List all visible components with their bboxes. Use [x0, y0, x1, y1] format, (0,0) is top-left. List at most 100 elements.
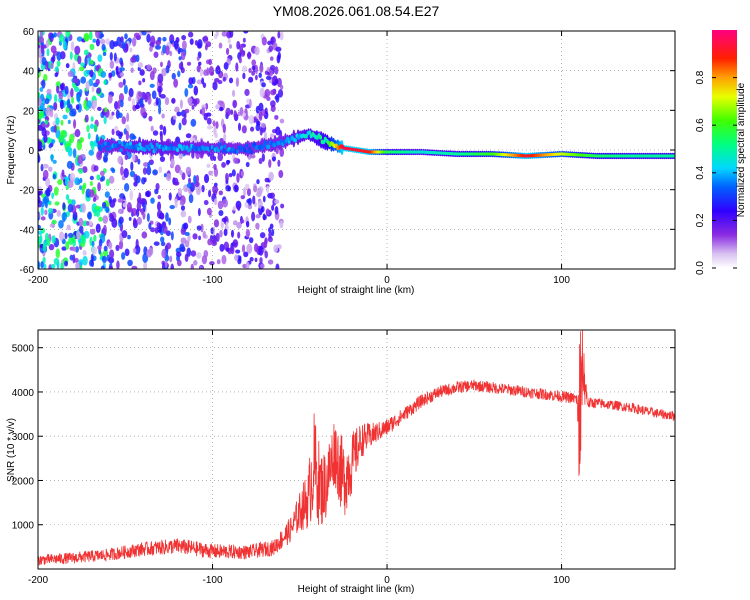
spectrogram-noise-mark [201, 255, 208, 265]
spectrogram-noise-mark [172, 115, 177, 120]
spectrogram-noise-mark [243, 187, 246, 197]
spectrogram-noise-mark [276, 54, 281, 64]
colorbar-tick-label: 0.0 [695, 261, 706, 275]
spectrogram-noise-mark [99, 170, 105, 177]
spectrogram-noise-mark [41, 201, 45, 208]
spectrogram-noise-mark [38, 36, 45, 44]
spectrogram-noise-mark [72, 211, 78, 221]
spectrogram-noise-mark [159, 124, 164, 131]
spectrogram-noise-mark [81, 234, 85, 244]
spectrogram-noise-mark [70, 87, 74, 98]
spectrogram-noise-mark [235, 249, 241, 254]
spectrogram-noise-mark [69, 110, 76, 117]
spectrogram-noise-mark [239, 106, 244, 116]
spectrogram-noise-mark [126, 202, 132, 212]
spectrogram-noise-mark [262, 195, 266, 203]
spectrogram-noise-mark [72, 246, 77, 252]
spectrogram-noise-mark [169, 205, 176, 210]
spectrogram-noise-mark [118, 132, 123, 140]
spectrogram-noise-mark [187, 215, 192, 224]
spectrogram-noise-mark [100, 175, 106, 182]
spectrogram-noise-mark [269, 192, 275, 199]
spectrogram-noise-mark [259, 257, 263, 264]
spectrogram-noise-mark [44, 209, 48, 216]
spectrogram-noise-mark [119, 99, 124, 108]
spectrogram-noise-mark [225, 221, 229, 230]
spectrogram-noise-mark [53, 124, 57, 133]
spectrogram-noise-mark [50, 62, 54, 70]
spectrogram-noise-mark [161, 248, 167, 259]
spectrogram-noise-mark [246, 243, 253, 254]
spectrogram-noise-mark [248, 237, 254, 244]
spectrogram-noise-mark [135, 238, 139, 249]
spectrogram-noise-mark [184, 253, 189, 262]
spectrogram-noise-mark [183, 222, 189, 230]
spectrogram-ridge-mark [308, 130, 312, 135]
spectrogram-noise-mark [141, 31, 148, 36]
colorbar: 0.0 0.2 0.4 0.6 0.8 Normalized spectral ampl… [695, 30, 747, 275]
spectrogram-noise-mark [216, 259, 221, 265]
spectrogram-noise-mark [50, 45, 57, 54]
spectrogram-noise-mark [88, 149, 95, 156]
spectrogram-noise-mark [169, 50, 173, 57]
spectrogram-noise-mark [95, 208, 101, 218]
spectrogram-noise-mark [244, 183, 250, 191]
spectrogram-noise-mark [141, 177, 146, 185]
spectrogram-noise-mark [178, 152, 183, 160]
spectrogram-noise-mark [199, 265, 203, 269]
spectrogram-noise-mark [142, 77, 146, 83]
spectrogram-noise-mark [137, 62, 144, 69]
spectrogram-noise-mark [149, 45, 153, 52]
spectrogram-noise-mark [218, 210, 224, 217]
spectrogram-noise-mark [259, 127, 263, 136]
spectrogram-noise-mark [274, 199, 280, 205]
spectrogram-noise-mark [150, 197, 155, 204]
spectrogram-noise-mark [118, 216, 124, 225]
spectrogram-noise-mark [95, 65, 100, 72]
spectrogram-noise-mark [196, 79, 203, 85]
spectrogram-noise-mark [185, 166, 192, 176]
spectrogram-noise-mark [73, 78, 79, 84]
spectrogram-noise-mark [65, 63, 70, 69]
spectrogram-ridge-mark [216, 148, 220, 153]
spectrogram-noise-mark [277, 31, 281, 39]
spectrogram-noise-mark [118, 208, 122, 214]
spectrogram-ridge-mark [169, 143, 173, 148]
spectrogram-noise-mark [259, 64, 264, 73]
spectrogram-noise-mark [38, 196, 41, 204]
x-tick-label: -100 [203, 575, 223, 586]
spectrogram-noise-mark [247, 197, 252, 206]
spectrogram-noise-mark [232, 239, 239, 248]
spectrogram-noise-mark [102, 154, 108, 163]
x-tick-label: 0 [384, 275, 390, 286]
spectrogram-noise-mark [124, 248, 130, 257]
snr-ylabel: SNR (10 * v/v) [6, 418, 17, 482]
spectrogram-noise-mark [158, 105, 162, 115]
spectrogram-noise-mark [123, 84, 128, 95]
spectrogram-noise-mark [229, 31, 234, 38]
spectrogram-noise-mark [181, 172, 186, 181]
spectrogram-noise-mark [95, 223, 101, 233]
spectrogram-noise-mark [277, 159, 281, 167]
spectrogram-noise-mark [251, 65, 256, 71]
spectrogram-noise-mark [203, 173, 210, 184]
spectrogram-noise-mark [78, 66, 85, 72]
spectrogram-noise-mark [177, 187, 183, 198]
spectrogram-noise-mark [233, 254, 239, 261]
spectrogram-noise-mark [221, 217, 227, 223]
spectrogram-noise-mark [58, 33, 65, 43]
spectrogram-noise-mark [206, 117, 212, 125]
spectrogram-noise-mark [139, 198, 146, 203]
spectrogram-noise-mark [44, 98, 50, 105]
spectrogram-noise-mark [77, 55, 82, 65]
spectrogram-noise-mark [259, 232, 266, 239]
colorbar-tick-label: 0.2 [695, 213, 706, 227]
spectrogram-noise-mark [41, 57, 47, 66]
spectrogram-noise-mark [53, 32, 57, 38]
spectrogram-noise-mark [264, 88, 271, 98]
spectrogram-noise-mark [242, 37, 246, 43]
spectrogram-noise-mark [52, 173, 56, 180]
spectrogram-noise-mark [202, 82, 207, 88]
spectrogram-noise-mark [142, 167, 148, 175]
